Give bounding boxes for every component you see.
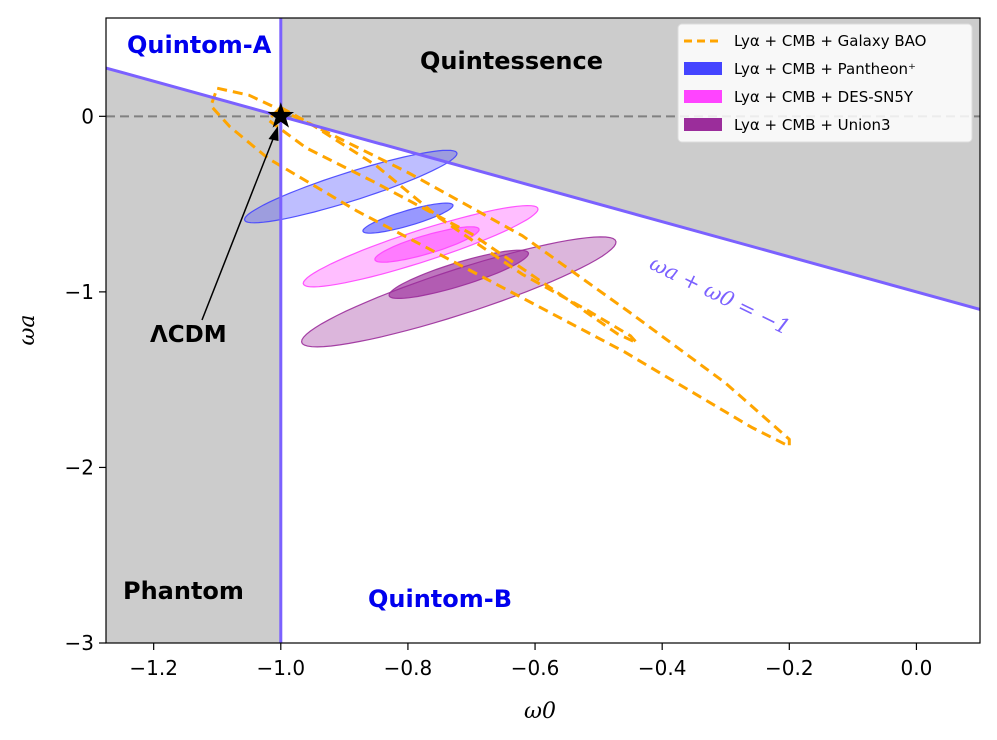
plot-frame bbox=[105, 17, 981, 644]
y-tick-label: −1 bbox=[65, 280, 94, 304]
legend-label-des-sn5y: Lyα + CMB + DES-SN5Y bbox=[734, 88, 914, 106]
region-label-phantom: Phantom bbox=[123, 577, 244, 605]
contour-des-sn5y-68 bbox=[374, 226, 480, 263]
y-tick-label: −2 bbox=[65, 455, 94, 479]
y-tick-label: −3 bbox=[65, 631, 94, 655]
wa-plus-w0-line bbox=[106, 66, 980, 311]
galaxy-bao-contours bbox=[209, 86, 791, 448]
legend: Lyα + CMB + Galaxy BAO Lyα + CMB + Panth… bbox=[677, 23, 973, 143]
x-tick-label: −1.2 bbox=[129, 656, 178, 680]
x-tick-label: 0.0 bbox=[901, 656, 933, 680]
region-label-quintom-a: Quintom-A bbox=[127, 31, 272, 59]
legend-label-pantheon: Lyα + CMB + Pantheon⁺ bbox=[734, 60, 916, 78]
lcdm-arrow bbox=[201, 133, 276, 321]
lcdm-arrowhead bbox=[268, 126, 279, 141]
y-axis-label: ωa bbox=[15, 314, 40, 345]
region-label-quintessence: Quintessence bbox=[420, 47, 603, 75]
x-tick-label: −1.0 bbox=[257, 656, 306, 680]
lcdm-star-marker bbox=[267, 102, 295, 128]
x-axis-ticks: −1.2 −1.0 −0.8 −0.6 −0.4 −0.2 0.0 bbox=[129, 643, 932, 680]
legend-swatch-union3 bbox=[684, 118, 722, 131]
x-tick-label: −0.2 bbox=[765, 656, 814, 680]
lcdm-label: ΛCDM bbox=[150, 322, 227, 348]
contour-galaxy-bao-68 bbox=[266, 106, 639, 345]
legend-swatch-pantheon bbox=[684, 62, 722, 75]
x-axis-label: ω0 bbox=[524, 699, 556, 724]
legend-label-union3: Lyα + CMB + Union3 bbox=[734, 116, 891, 134]
y-axis-ticks: −3 −2 −1 0 bbox=[65, 104, 106, 655]
legend-swatch-des-sn5y bbox=[684, 90, 722, 103]
x-tick-label: −0.8 bbox=[384, 656, 433, 680]
legend-label-galaxy-bao: Lyα + CMB + Galaxy BAO bbox=[734, 32, 926, 50]
phantom-shade bbox=[106, 68, 281, 643]
contour-pantheon-95 bbox=[243, 149, 458, 224]
region-label-quintom-b: Quintom-B bbox=[368, 585, 512, 613]
legend-box bbox=[677, 23, 973, 143]
x-tick-label: −0.6 bbox=[511, 656, 560, 680]
y-tick-label: 0 bbox=[81, 104, 94, 128]
x-tick-label: −0.4 bbox=[638, 656, 687, 680]
